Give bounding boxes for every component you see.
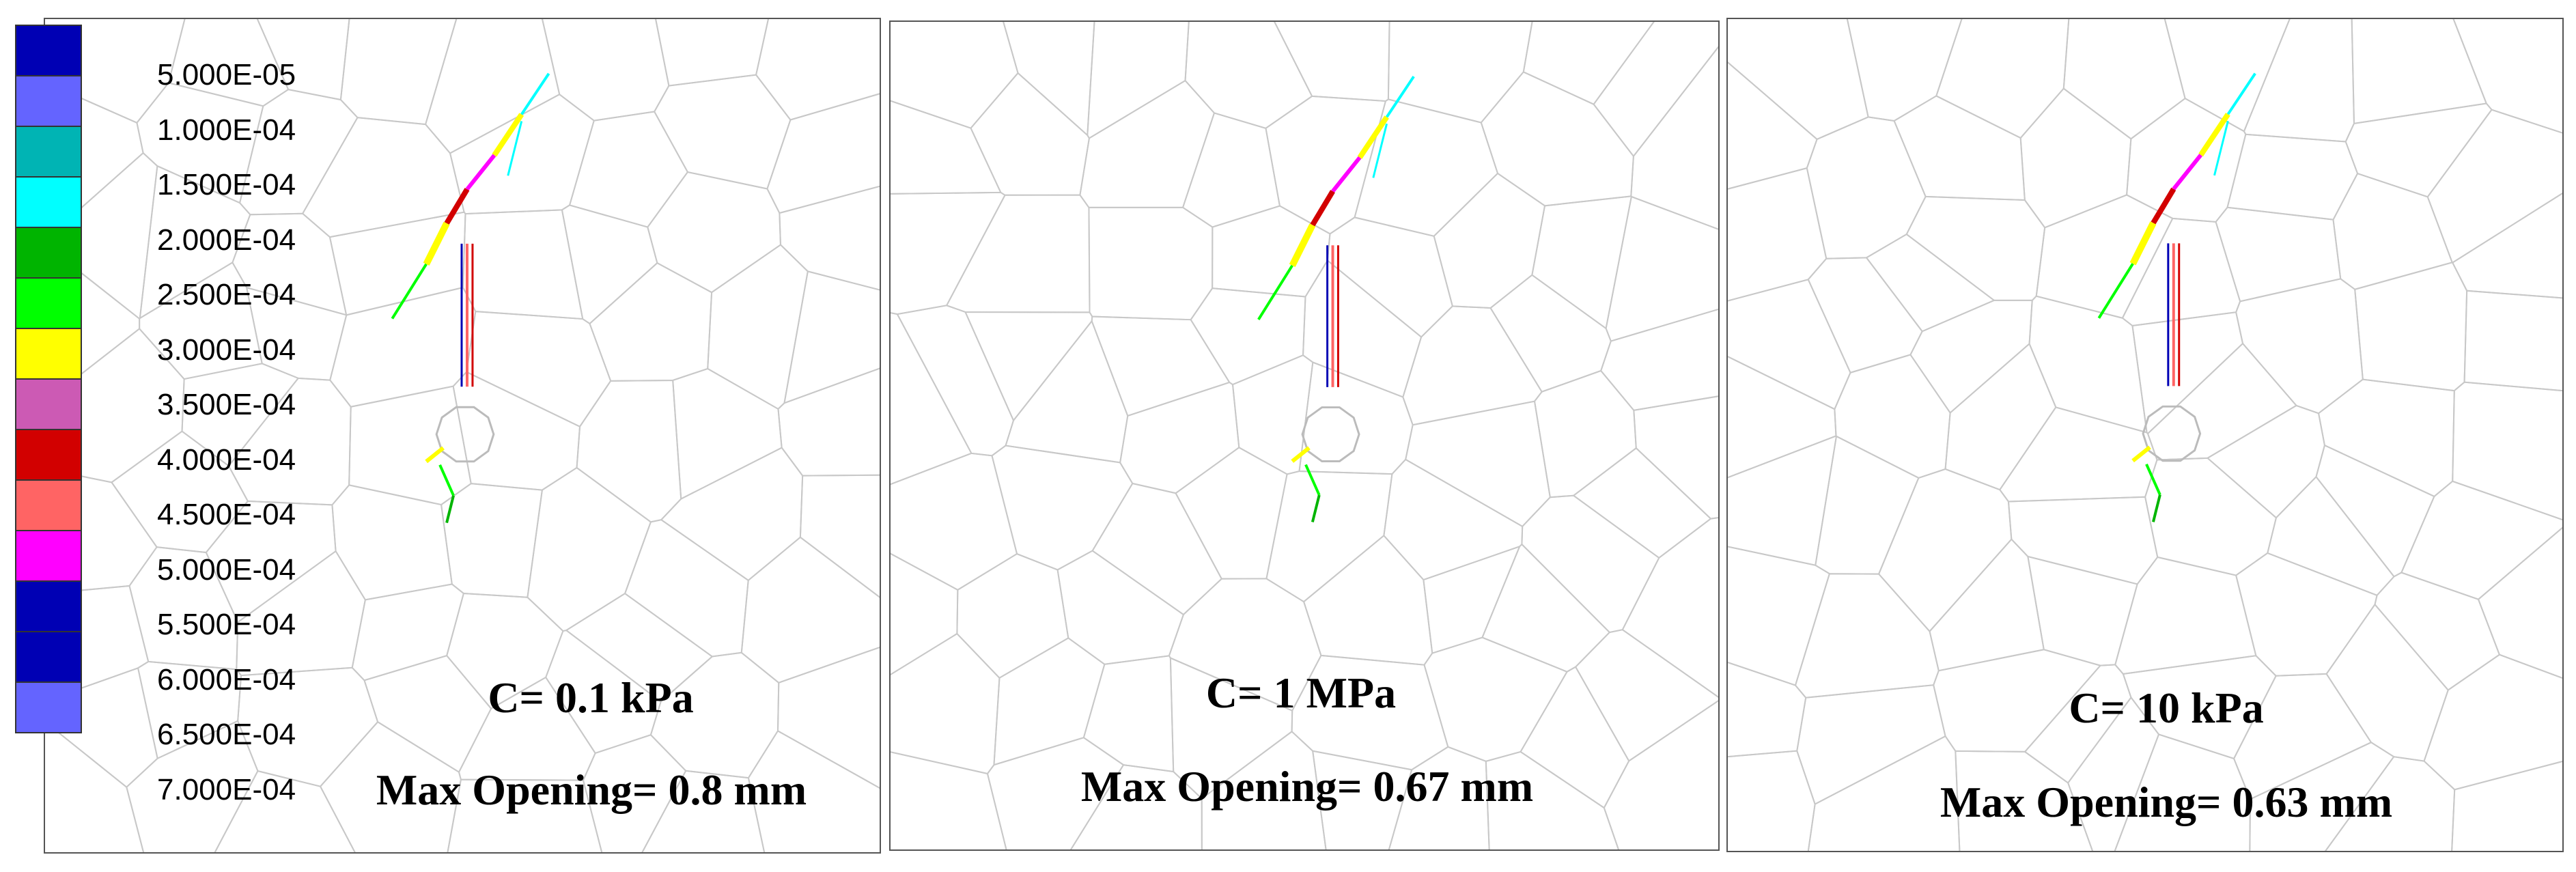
legend-label: 2.500E-04	[157, 278, 296, 311]
fracture-segment	[1372, 123, 1388, 178]
fracture-segment	[445, 495, 455, 524]
legend-label: 6.500E-04	[157, 718, 296, 751]
fracture-segment	[444, 188, 470, 225]
borehole	[1301, 406, 1360, 462]
fracture-segment	[2172, 154, 2202, 191]
fracture-segment	[465, 154, 496, 191]
fracture-segment	[1357, 115, 1389, 159]
fracture-segment	[520, 72, 550, 115]
fracture-segment	[2145, 463, 2161, 496]
panel-3-cohesion-label: C= 10 kPa	[2069, 684, 2264, 732]
fracture-segment	[423, 221, 450, 266]
legend-swatch	[15, 631, 82, 683]
fracture-segment	[391, 263, 428, 320]
legend-label: 3.500E-04	[157, 388, 296, 421]
mesh-cell	[2451, 761, 2562, 851]
legend-label: 6.000E-04	[157, 662, 296, 697]
voronoi-mesh	[1728, 19, 2562, 851]
legend-swatch	[15, 126, 82, 178]
borehole	[435, 406, 495, 463]
fracture-segment	[492, 113, 524, 157]
panel-1-max-opening-label: Max Opening= 0.8 mm	[376, 765, 807, 814]
panel-1-cohesion-label: C= 0.1 kPa	[488, 673, 694, 722]
fracture-segment	[2097, 263, 2134, 319]
legend-label: 4.500E-04	[157, 498, 296, 531]
fracture-segment	[1257, 264, 1293, 321]
mesh-cell	[740, 536, 880, 684]
panel-2-max-opening-label: Max Opening= 0.67 mm	[1080, 762, 1534, 811]
panel-3-max-opening-label: Max Opening= 0.63 mm	[1940, 778, 2393, 826]
mesh-cell	[1600, 308, 1718, 411]
fracture-traces	[2097, 72, 2256, 522]
legend-swatch	[15, 176, 82, 228]
mesh-cell	[747, 730, 880, 852]
fracture-segment	[2152, 494, 2161, 522]
fracture-segment	[2213, 120, 2229, 176]
mesh-cell	[777, 367, 880, 477]
legend-label: 7.000E-04	[157, 772, 296, 806]
panel-1	[44, 18, 881, 854]
legend-swatch	[15, 227, 82, 279]
fracture-segment	[1291, 446, 1311, 463]
legend-swatch	[15, 681, 82, 733]
legend-swatch	[15, 75, 82, 127]
fracture-segment	[1310, 190, 1335, 227]
voronoi-mesh	[891, 22, 1718, 849]
borehole	[2142, 405, 2202, 462]
fracture-segment	[438, 464, 455, 496]
fracture-traces	[1257, 75, 1415, 523]
legend-swatch	[15, 328, 82, 380]
fracture-segment	[1385, 75, 1415, 118]
fracture-segment	[2151, 187, 2176, 225]
legend-label: 3.000E-04	[157, 333, 296, 367]
fracture-segment	[1304, 464, 1321, 496]
fracture-segment	[425, 446, 445, 464]
mesh-cell	[1603, 700, 1718, 849]
panel-2-cohesion-label: C= 1 MPa	[1205, 669, 1397, 717]
panel-3	[1726, 18, 2564, 852]
legend-label: 5.500E-04	[157, 608, 296, 641]
color-legend	[15, 25, 82, 733]
mesh-cell	[2477, 526, 2562, 679]
legend-swatch	[15, 277, 82, 329]
legend-label: 4.000E-04	[157, 442, 296, 477]
legend-label: 1.000E-04	[157, 113, 296, 147]
fracture-segment	[2129, 221, 2157, 266]
fracture-segment	[1331, 156, 1362, 193]
fracture-segment	[2131, 445, 2151, 463]
fracture-segment	[1289, 223, 1316, 268]
legend-swatch	[15, 25, 82, 76]
mesh-cell	[779, 185, 880, 291]
mesh-cell	[1605, 195, 1718, 342]
mesh-cell	[2423, 653, 2562, 791]
fracture-segment	[2198, 113, 2230, 157]
legend-swatch	[15, 429, 82, 481]
legend-label: 1.500E-04	[157, 168, 296, 201]
mesh-cell	[766, 93, 880, 214]
legend-swatch	[15, 530, 82, 582]
fracture-segment	[2226, 72, 2256, 115]
legend-swatch	[15, 479, 82, 531]
fracture-traces	[391, 72, 550, 524]
panel-2	[889, 20, 1720, 851]
legend-swatch	[15, 378, 82, 430]
fracture-segment	[507, 121, 523, 176]
fracture-segment	[1311, 494, 1321, 523]
legend-label: 5.000E-05	[157, 58, 296, 92]
legend-label: 2.000E-04	[157, 223, 296, 257]
legend-label: 5.000E-04	[157, 552, 296, 587]
legend-swatch	[15, 580, 82, 632]
